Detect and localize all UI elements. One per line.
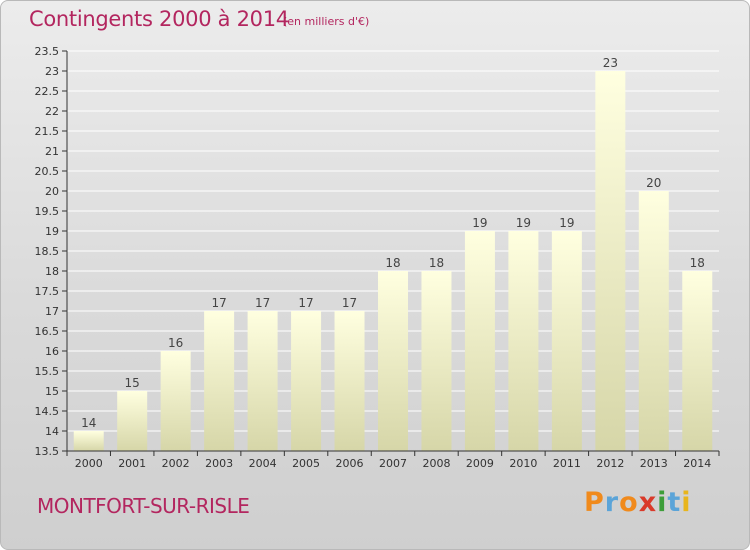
y-tick-label: 17 [45,305,59,318]
logo-letter: i [657,487,668,518]
y-tick-label: 21 [45,145,59,158]
bar-value-label: 18 [429,256,444,270]
x-tick-label: 2005 [292,457,320,470]
y-tick-label: 14.5 [35,405,60,418]
town-name: MONTFORT-SUR-RISLE [37,494,250,518]
bar-value-label: 19 [516,216,531,230]
x-tick-label: 2006 [336,457,364,470]
bar-2010 [508,231,539,451]
x-tick-label: 2010 [509,457,537,470]
bar-value-label: 23 [603,56,618,70]
x-tick-label: 2004 [249,457,277,470]
logo-letter: r [604,487,620,518]
bar-2005 [291,311,322,451]
bar-2001 [117,391,148,451]
y-tick-label: 18 [45,265,59,278]
x-tick-label: 2014 [683,457,711,470]
bar-2012 [595,71,626,451]
logo-letter: P [584,487,605,518]
bar-value-label: 20 [646,176,661,190]
y-tick-label: 22 [45,105,59,118]
bar-value-label: 16 [168,336,183,350]
x-tick-label: 2011 [553,457,581,470]
bar-value-label: 17 [342,296,357,310]
x-tick-label: 2008 [422,457,450,470]
y-tick-label: 16.5 [35,325,60,338]
y-tick-label: 23 [45,65,59,78]
y-tick-label: 19 [45,225,59,238]
bar-2002 [160,351,191,451]
bar-2007 [378,271,408,451]
y-tick-label: 15 [45,385,59,398]
y-tick-label: 16 [45,345,59,358]
bars: 14 15 16 17 17 17 17 18 18 19 19 19 23 20 18 [73,56,713,451]
y-tick-label: 23.5 [35,45,60,58]
bar-value-label: 18 [690,256,705,270]
bar-2004 [247,311,278,451]
bar-value-label: 18 [385,256,400,270]
chart-unit: (en milliers d'€) [283,15,370,28]
logo-letter: t [667,487,682,518]
logo-letter: i [681,487,692,518]
x-tick-label: 2000 [75,457,103,470]
chart-title: Contingents 2000 à 2014 [29,7,289,31]
y-tick-label: 21.5 [35,125,60,138]
bar-2013 [638,191,669,451]
bar-value-label: 19 [472,216,487,230]
bar-value-label: 15 [125,376,140,390]
x-tick-label: 2007 [379,457,407,470]
y-tick-label: 18.5 [35,245,60,258]
x-tick-label: 2012 [596,457,624,470]
x-tick-label: 2009 [466,457,494,470]
bar-2003 [204,311,235,451]
axes: 13.5 14 14.5 15 15.5 16 16.5 17 17.5 18 18.5 19 19.5… [35,45,720,470]
x-tick-label: 2002 [162,457,190,470]
y-tick-label: 20 [45,185,59,198]
bar-2009 [464,231,495,451]
logo-letter: x [638,487,658,518]
y-tick-label: 17.5 [35,285,60,298]
bar-value-label: 19 [559,216,574,230]
bar-2000 [73,431,104,451]
y-tick-label: 20.5 [35,165,60,178]
bar-value-label: 17 [298,296,313,310]
y-tick-label: 19.5 [35,205,60,218]
y-tick-label: 22.5 [35,85,60,98]
y-tick-label: 15.5 [35,365,60,378]
y-tick-label: 13.5 [35,445,60,458]
proxiti-logo[interactable]: Proxiti [584,487,692,518]
y-tick-label: 14 [45,425,59,438]
x-tick-label: 2001 [118,457,146,470]
bar-value-label: 17 [255,296,270,310]
bar-2011 [551,231,582,451]
bar-value-label: 17 [211,296,226,310]
bar-value-label: 14 [81,416,96,430]
bar-2006 [334,311,365,451]
x-tick-label: 2003 [205,457,233,470]
bar-2008 [421,271,452,451]
logo-letter: o [619,487,639,518]
x-tick-label: 2013 [640,457,668,470]
bar-2014 [682,271,713,451]
